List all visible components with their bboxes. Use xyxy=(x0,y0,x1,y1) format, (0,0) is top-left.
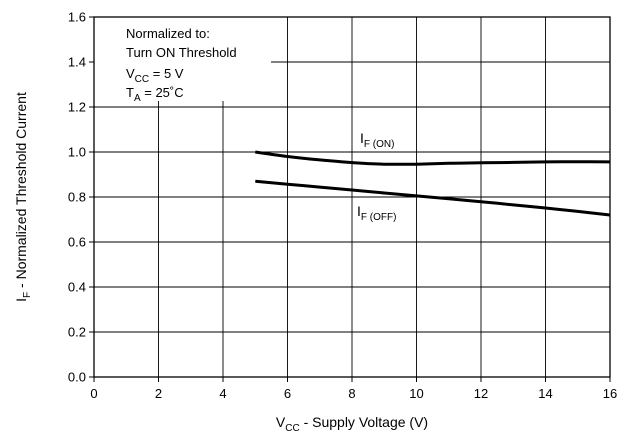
x-tick-label: 0 xyxy=(90,386,97,401)
tick-labels: 0 2 4 6 8 10 12 14 16 0.0 0.2 0.4 0.6 0.8 1.0 1.2 1.4 1.6 xyxy=(68,10,617,402)
y-tick-label: 0.8 xyxy=(68,190,86,205)
x-tick-label: 14 xyxy=(538,386,552,401)
curves xyxy=(255,150,611,217)
x-tick-label: 8 xyxy=(348,386,355,401)
curve-if-on xyxy=(255,150,611,166)
series-label-off: IF (OFF) xyxy=(357,203,396,223)
y-tick-label: 0.4 xyxy=(68,280,86,295)
y-tick-label: 0.0 xyxy=(68,370,86,385)
y-tick-label: 1.4 xyxy=(68,55,86,70)
annotation-line-3: VCC = 5 V xyxy=(126,66,184,85)
x-tick-label: 12 xyxy=(474,386,488,401)
series-label-on: IF (ON) xyxy=(360,130,394,150)
annotation-box: Normalized to: Turn ON Threshold VCC = 5… xyxy=(94,17,271,104)
x-tick-label: 4 xyxy=(219,386,226,401)
y-tick-label: 1.2 xyxy=(68,100,86,115)
annotation-line-4: TA = 25˚C xyxy=(126,85,184,104)
curve-if-off xyxy=(255,179,611,217)
y-axis-label: IF - Normalized Threshold Current xyxy=(13,92,33,302)
x-tick-label: 6 xyxy=(284,386,291,401)
x-tick-label: 16 xyxy=(603,386,617,401)
y-tick-label: 0.6 xyxy=(68,235,86,250)
x-axis-label: VCC - Supply Voltage (V) xyxy=(276,414,428,434)
x-tick-label: 2 xyxy=(155,386,162,401)
y-tick-label: 1.0 xyxy=(68,145,86,160)
y-tick-label: 0.2 xyxy=(68,325,86,340)
annotation-line-1: Normalized to: xyxy=(126,26,210,41)
y-tick-label: 1.6 xyxy=(68,10,86,25)
annotation-background xyxy=(94,17,271,101)
x-tick-label: 10 xyxy=(409,386,423,401)
annotation-line-2: Turn ON Threshold xyxy=(126,45,237,60)
